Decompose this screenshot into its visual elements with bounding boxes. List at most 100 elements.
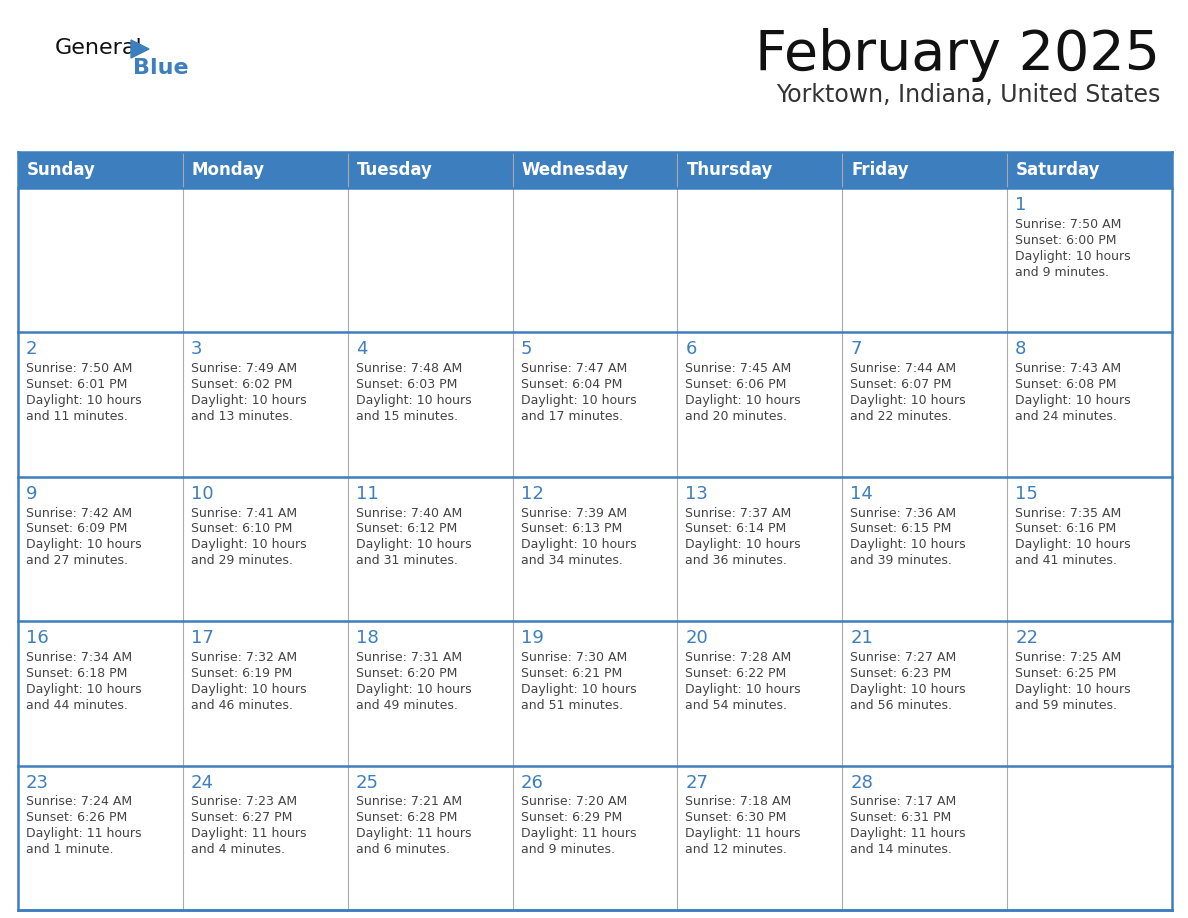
Text: and 12 minutes.: and 12 minutes.	[685, 844, 788, 856]
Text: Daylight: 10 hours: Daylight: 10 hours	[1015, 683, 1131, 696]
Text: Daylight: 11 hours: Daylight: 11 hours	[851, 827, 966, 840]
Text: Daylight: 11 hours: Daylight: 11 hours	[685, 827, 801, 840]
Bar	[183, 621, 348, 766]
Text: General: General	[55, 38, 143, 58]
Text: and 51 minutes.: and 51 minutes.	[520, 699, 623, 711]
Text: Sunset: 6:07 PM: Sunset: 6:07 PM	[851, 378, 952, 391]
Text: Daylight: 10 hours: Daylight: 10 hours	[191, 539, 307, 552]
Text: 18: 18	[355, 629, 379, 647]
Text: Daylight: 10 hours: Daylight: 10 hours	[26, 683, 141, 696]
Text: Sunrise: 7:28 AM: Sunrise: 7:28 AM	[685, 651, 791, 664]
Bar	[1007, 621, 1173, 766]
Bar	[512, 188, 677, 332]
Text: and 49 minutes.: and 49 minutes.	[355, 699, 457, 711]
Text: Daylight: 10 hours: Daylight: 10 hours	[1015, 250, 1131, 263]
Text: 22: 22	[1015, 629, 1038, 647]
Text: 14: 14	[851, 485, 873, 503]
Text: 6: 6	[685, 341, 697, 358]
Text: and 29 minutes.: and 29 minutes.	[191, 554, 292, 567]
Text: Daylight: 10 hours: Daylight: 10 hours	[851, 394, 966, 407]
Text: Sunset: 6:10 PM: Sunset: 6:10 PM	[191, 522, 292, 535]
Text: and 22 minutes.: and 22 minutes.	[851, 410, 952, 423]
Text: Sunrise: 7:23 AM: Sunrise: 7:23 AM	[191, 795, 297, 809]
Text: and 44 minutes.: and 44 minutes.	[26, 699, 128, 711]
Text: Sunset: 6:28 PM: Sunset: 6:28 PM	[355, 812, 457, 824]
Text: Sunrise: 7:25 AM: Sunrise: 7:25 AM	[1015, 651, 1121, 664]
Text: Sunrise: 7:24 AM: Sunrise: 7:24 AM	[26, 795, 132, 809]
Text: Sunset: 6:25 PM: Sunset: 6:25 PM	[1015, 666, 1117, 680]
Text: Daylight: 10 hours: Daylight: 10 hours	[26, 539, 141, 552]
Text: Sunset: 6:09 PM: Sunset: 6:09 PM	[26, 522, 127, 535]
Text: Saturday: Saturday	[1016, 161, 1100, 179]
Text: Daylight: 11 hours: Daylight: 11 hours	[191, 827, 307, 840]
Text: Daylight: 11 hours: Daylight: 11 hours	[355, 827, 472, 840]
Text: 28: 28	[851, 774, 873, 791]
Text: Thursday: Thursday	[687, 161, 773, 179]
Bar	[512, 621, 677, 766]
Text: Sunset: 6:19 PM: Sunset: 6:19 PM	[191, 666, 292, 680]
Text: 7: 7	[851, 341, 861, 358]
Text: 13: 13	[685, 485, 708, 503]
Bar	[18, 188, 183, 332]
Text: and 31 minutes.: and 31 minutes.	[355, 554, 457, 567]
Text: Blue: Blue	[133, 58, 189, 78]
Text: Daylight: 10 hours: Daylight: 10 hours	[685, 683, 801, 696]
Text: Sunrise: 7:20 AM: Sunrise: 7:20 AM	[520, 795, 627, 809]
Text: Sunset: 6:03 PM: Sunset: 6:03 PM	[355, 378, 457, 391]
Text: Daylight: 10 hours: Daylight: 10 hours	[851, 539, 966, 552]
Text: Sunrise: 7:34 AM: Sunrise: 7:34 AM	[26, 651, 132, 664]
Text: Monday: Monday	[191, 161, 265, 179]
Text: and 15 minutes.: and 15 minutes.	[355, 410, 457, 423]
Text: and 20 minutes.: and 20 minutes.	[685, 410, 788, 423]
Text: Daylight: 10 hours: Daylight: 10 hours	[851, 683, 966, 696]
Text: Friday: Friday	[852, 161, 909, 179]
Text: Wednesday: Wednesday	[522, 161, 628, 179]
Text: Sunrise: 7:37 AM: Sunrise: 7:37 AM	[685, 507, 791, 520]
Text: and 34 minutes.: and 34 minutes.	[520, 554, 623, 567]
Text: and 39 minutes.: and 39 minutes.	[851, 554, 952, 567]
Text: Sunrise: 7:41 AM: Sunrise: 7:41 AM	[191, 507, 297, 520]
Text: and 41 minutes.: and 41 minutes.	[1015, 554, 1117, 567]
Text: and 13 minutes.: and 13 minutes.	[191, 410, 292, 423]
Text: 26: 26	[520, 774, 543, 791]
Text: and 9 minutes.: and 9 minutes.	[1015, 265, 1110, 278]
Text: 4: 4	[355, 341, 367, 358]
Text: Sunset: 6:22 PM: Sunset: 6:22 PM	[685, 666, 786, 680]
Text: Sunset: 6:15 PM: Sunset: 6:15 PM	[851, 522, 952, 535]
Bar	[842, 476, 1007, 621]
Text: Daylight: 10 hours: Daylight: 10 hours	[191, 394, 307, 407]
Text: and 36 minutes.: and 36 minutes.	[685, 554, 788, 567]
Text: and 9 minutes.: and 9 minutes.	[520, 844, 614, 856]
Text: Sunrise: 7:42 AM: Sunrise: 7:42 AM	[26, 507, 132, 520]
Text: 10: 10	[191, 485, 214, 503]
Bar	[1007, 766, 1173, 910]
Text: Sunset: 6:21 PM: Sunset: 6:21 PM	[520, 666, 621, 680]
Text: Sunrise: 7:35 AM: Sunrise: 7:35 AM	[1015, 507, 1121, 520]
Text: 15: 15	[1015, 485, 1038, 503]
Text: 20: 20	[685, 629, 708, 647]
Text: 2: 2	[26, 341, 38, 358]
Bar	[512, 766, 677, 910]
Text: 16: 16	[26, 629, 49, 647]
Text: Sunrise: 7:50 AM: Sunrise: 7:50 AM	[1015, 218, 1121, 230]
Bar	[183, 332, 348, 476]
Text: Tuesday: Tuesday	[356, 161, 432, 179]
Text: and 27 minutes.: and 27 minutes.	[26, 554, 128, 567]
Text: 17: 17	[191, 629, 214, 647]
Text: and 46 minutes.: and 46 minutes.	[191, 699, 292, 711]
Text: Daylight: 10 hours: Daylight: 10 hours	[520, 394, 637, 407]
Text: Daylight: 11 hours: Daylight: 11 hours	[520, 827, 636, 840]
Text: Sunrise: 7:36 AM: Sunrise: 7:36 AM	[851, 507, 956, 520]
Text: Sunrise: 7:21 AM: Sunrise: 7:21 AM	[355, 795, 462, 809]
Text: Sunrise: 7:17 AM: Sunrise: 7:17 AM	[851, 795, 956, 809]
Text: Sunrise: 7:44 AM: Sunrise: 7:44 AM	[851, 362, 956, 375]
Text: Sunset: 6:20 PM: Sunset: 6:20 PM	[355, 666, 457, 680]
Bar	[842, 188, 1007, 332]
Text: Daylight: 10 hours: Daylight: 10 hours	[191, 683, 307, 696]
Bar	[18, 152, 1173, 188]
Bar	[677, 621, 842, 766]
Text: Sunrise: 7:32 AM: Sunrise: 7:32 AM	[191, 651, 297, 664]
Text: and 11 minutes.: and 11 minutes.	[26, 410, 128, 423]
Text: Sunrise: 7:40 AM: Sunrise: 7:40 AM	[355, 507, 462, 520]
Text: 19: 19	[520, 629, 543, 647]
